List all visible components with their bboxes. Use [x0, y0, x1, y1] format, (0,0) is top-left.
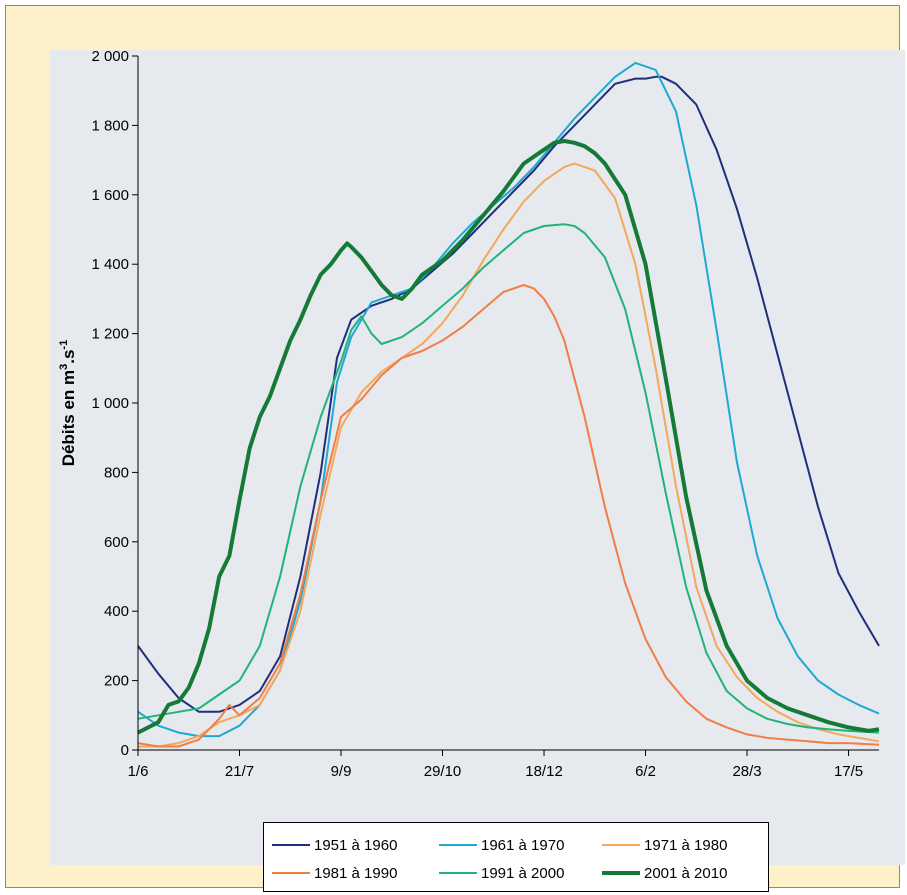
- y-tick-label: 1 800: [91, 117, 129, 134]
- y-axis-title: Débits en m3.s-1: [58, 340, 78, 466]
- legend-swatch: [272, 844, 310, 846]
- y-tick-label: 1 200: [91, 326, 129, 343]
- x-tick-label: 28/3: [732, 763, 761, 780]
- legend-item: 1961 à 1970: [439, 835, 564, 855]
- x-tick-label: 6/2: [635, 763, 656, 780]
- x-tick-label: 21/7: [225, 763, 254, 780]
- legend-item: 1951 à 1960: [272, 835, 397, 855]
- legend-swatch: [272, 872, 310, 874]
- legend-item: 1981 à 1990: [272, 863, 397, 883]
- series-line-1971-1980: [138, 162, 880, 748]
- legend-swatch: [602, 871, 640, 875]
- x-tick-label: 1/6: [128, 763, 149, 780]
- x-tick-label: 29/10: [424, 763, 462, 780]
- plot-area: [138, 56, 879, 750]
- legend-label: 1981 à 1990: [314, 864, 398, 882]
- legend-label: 1971 à 1980: [644, 836, 728, 854]
- legend-item: 1971 à 1980: [602, 835, 727, 855]
- y-tick-label: 2 000: [91, 48, 129, 65]
- y-tick-label: 400: [104, 603, 129, 620]
- ticks-layer: 0 200 400 600 800 1 000 1 200 1 400 1 600 1 800 2 …: [91, 48, 863, 780]
- series-line-1951-1960: [137, 75, 880, 713]
- x-tick-label: 9/9: [331, 763, 352, 780]
- y-tick-label: 200: [104, 673, 129, 690]
- y-tick-label: 800: [104, 464, 129, 481]
- legend-swatch: [602, 844, 640, 846]
- y-tick-label: 0: [121, 742, 129, 759]
- series-line-1981-1990: [137, 284, 880, 748]
- x-tick-label: 18/12: [525, 763, 563, 780]
- y-tick-label: 1 000: [91, 395, 129, 412]
- series-line-2001-2010: [137, 139, 880, 735]
- legend: 1951 à 1960 1961 à 1970 1971 à 1980 1981 à …: [263, 822, 769, 892]
- axes-layer: [132, 55, 879, 756]
- legend-label: 1951 à 1960: [314, 836, 398, 854]
- series-line-1991-2000: [137, 223, 880, 734]
- legend-item: 1991 à 2000: [439, 863, 564, 883]
- series-layer: [137, 61, 880, 748]
- y-tick-label: 1 600: [91, 187, 129, 204]
- x-tick-label: 17/5: [834, 763, 863, 780]
- legend-label: 1991 à 2000: [481, 864, 565, 882]
- y-tick-label: 600: [104, 534, 129, 551]
- legend-item: 2001 à 2010: [602, 863, 727, 883]
- legend-swatch: [439, 844, 477, 846]
- legend-label: 2001 à 2010: [644, 864, 728, 882]
- legend-label: 1961 à 1970: [481, 836, 565, 854]
- legend-swatch: [439, 872, 477, 874]
- y-tick-label: 1 400: [91, 256, 129, 273]
